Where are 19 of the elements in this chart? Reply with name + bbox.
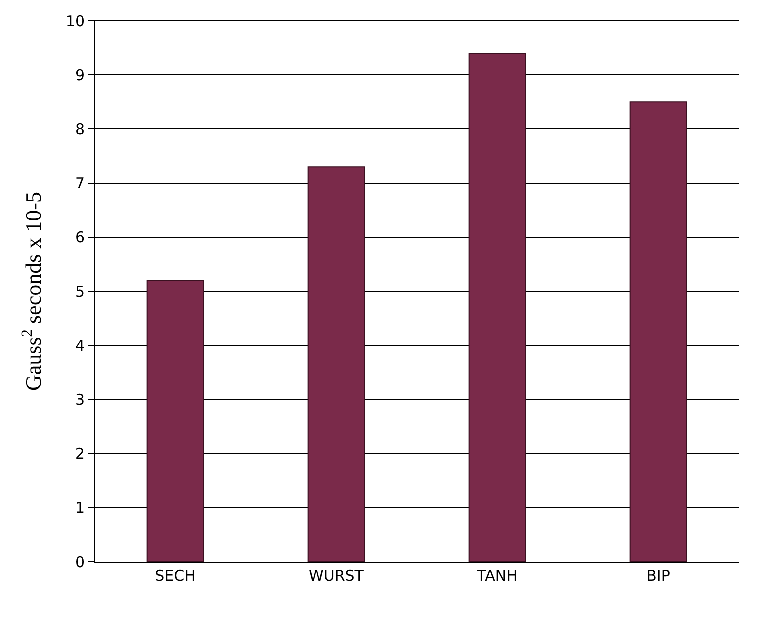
y-tick-label: 8 bbox=[75, 120, 85, 138]
x-tick-label: TANH bbox=[476, 567, 518, 585]
x-tick-label: SECH bbox=[155, 567, 196, 585]
y-tick-label: 2 bbox=[75, 445, 85, 464]
y-tick-label: 6 bbox=[75, 228, 85, 247]
bar bbox=[630, 102, 688, 562]
y-tick-label: 5 bbox=[75, 282, 85, 301]
y-tick-label: 7 bbox=[75, 174, 85, 193]
y-tick-label: 1 bbox=[75, 499, 85, 518]
y-tick-label: 10 bbox=[66, 12, 85, 30]
bar bbox=[308, 166, 366, 562]
y-tick-label: 3 bbox=[75, 390, 85, 409]
y-tick-label: 9 bbox=[75, 66, 85, 84]
y-tick-label: 4 bbox=[75, 336, 85, 355]
y-tick-label: 0 bbox=[75, 553, 85, 572]
x-tick-label: WURST bbox=[309, 567, 365, 585]
bar bbox=[468, 52, 526, 562]
x-tick-label: BIP bbox=[646, 567, 670, 585]
bar bbox=[146, 280, 204, 562]
